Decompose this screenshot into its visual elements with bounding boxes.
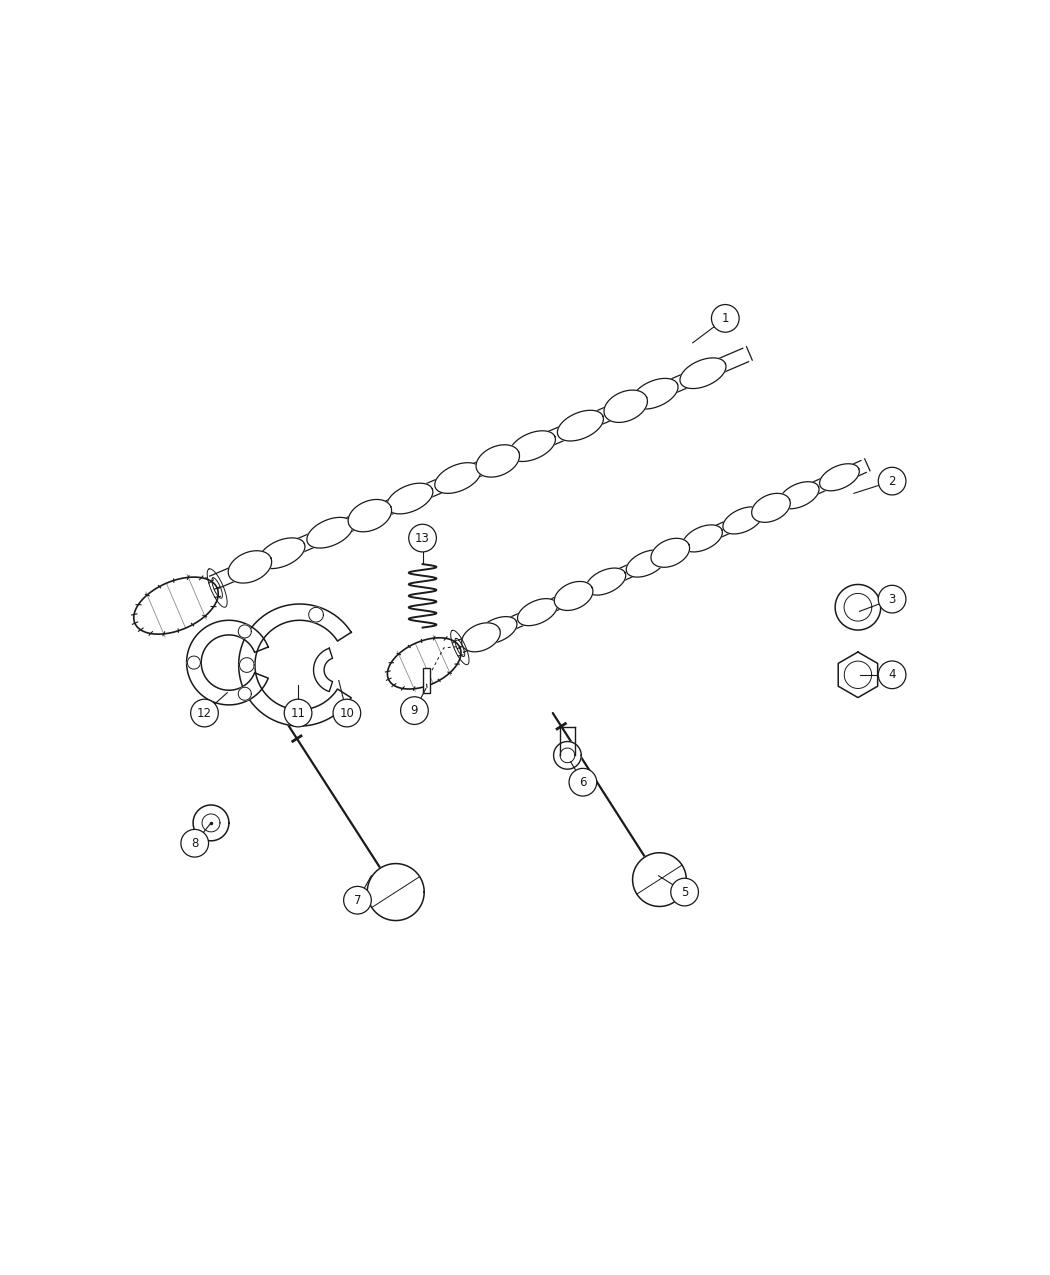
Polygon shape <box>239 658 254 672</box>
Polygon shape <box>820 464 859 491</box>
Text: 11: 11 <box>291 706 306 719</box>
Text: 1: 1 <box>721 312 729 325</box>
Polygon shape <box>723 507 762 534</box>
Polygon shape <box>554 581 593 611</box>
Polygon shape <box>309 607 323 622</box>
Polygon shape <box>626 550 666 578</box>
Polygon shape <box>238 604 352 725</box>
Polygon shape <box>558 411 604 441</box>
Polygon shape <box>386 483 433 514</box>
Polygon shape <box>187 620 268 705</box>
Polygon shape <box>632 379 678 409</box>
Circle shape <box>712 305 739 333</box>
Text: 2: 2 <box>888 474 896 487</box>
Polygon shape <box>435 463 481 493</box>
Text: 12: 12 <box>197 706 212 719</box>
Polygon shape <box>604 390 648 422</box>
Text: 4: 4 <box>888 668 896 681</box>
Polygon shape <box>133 578 218 634</box>
Polygon shape <box>202 813 219 831</box>
Polygon shape <box>477 617 517 644</box>
Polygon shape <box>292 710 307 725</box>
Polygon shape <box>228 551 272 583</box>
Polygon shape <box>259 538 304 569</box>
Circle shape <box>569 769 596 796</box>
Polygon shape <box>586 569 626 595</box>
Text: 8: 8 <box>191 836 198 849</box>
Circle shape <box>191 699 218 727</box>
Circle shape <box>878 468 906 495</box>
Polygon shape <box>838 652 878 697</box>
Circle shape <box>333 699 361 727</box>
Circle shape <box>401 696 428 724</box>
Polygon shape <box>462 622 500 652</box>
Text: 5: 5 <box>680 886 689 899</box>
Text: 13: 13 <box>415 532 430 544</box>
Polygon shape <box>518 599 558 626</box>
Polygon shape <box>779 482 819 509</box>
Bar <box>423 668 430 692</box>
Polygon shape <box>509 431 555 462</box>
Polygon shape <box>387 638 461 688</box>
Polygon shape <box>835 584 881 630</box>
Polygon shape <box>560 748 574 762</box>
Circle shape <box>285 699 312 727</box>
Text: 6: 6 <box>580 775 587 789</box>
Polygon shape <box>238 687 251 700</box>
Circle shape <box>878 585 906 613</box>
Polygon shape <box>476 445 520 477</box>
Polygon shape <box>844 593 872 621</box>
Polygon shape <box>682 525 722 552</box>
Text: 3: 3 <box>888 593 896 606</box>
Polygon shape <box>187 657 201 669</box>
Polygon shape <box>651 538 690 567</box>
Polygon shape <box>238 625 251 638</box>
Polygon shape <box>307 518 353 548</box>
Circle shape <box>671 878 698 907</box>
Text: 7: 7 <box>354 894 361 907</box>
Polygon shape <box>193 805 229 840</box>
Text: 9: 9 <box>411 704 418 717</box>
Circle shape <box>343 886 372 914</box>
Polygon shape <box>368 863 424 921</box>
Polygon shape <box>632 853 687 907</box>
Circle shape <box>878 660 906 689</box>
Polygon shape <box>349 500 392 532</box>
Polygon shape <box>553 742 582 769</box>
Polygon shape <box>680 358 726 389</box>
Circle shape <box>408 524 437 552</box>
Circle shape <box>181 830 209 857</box>
Polygon shape <box>752 493 791 523</box>
Text: 10: 10 <box>339 706 354 719</box>
Polygon shape <box>314 648 333 691</box>
